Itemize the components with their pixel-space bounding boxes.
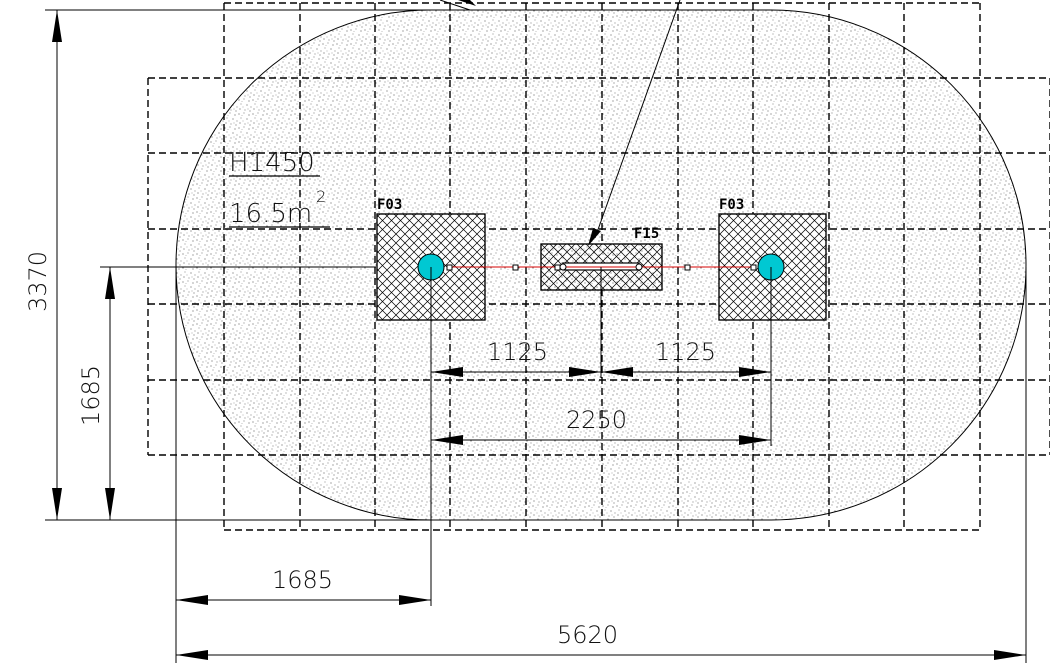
total-width-value: 5620 — [557, 621, 618, 649]
area-superscript: 2 — [316, 187, 326, 206]
dashed-grid — [147, 2, 1050, 531]
left-offset-value: 1685 — [272, 566, 333, 594]
center-span-arrow-left — [431, 435, 463, 445]
left-half-span-value: 1125 — [487, 338, 548, 366]
right-half-span-value: 1125 — [655, 338, 716, 366]
left-half-arrow-right — [569, 367, 601, 377]
total-width-arrow-left — [176, 650, 208, 660]
total-width-arrow-right — [994, 650, 1026, 660]
half-height-value: 1685 — [77, 365, 105, 426]
total-height-arrow-bottom — [52, 488, 62, 520]
top-arrowhead — [458, 0, 476, 6]
right-half-arrow-left — [601, 367, 633, 377]
left-half-arrow-left — [431, 367, 463, 377]
left-offset-arrow-right — [399, 595, 431, 605]
total-height-value: 3370 — [24, 251, 52, 312]
connection-line — [446, 263, 757, 271]
center-part-tag: F15 — [634, 226, 659, 242]
right-half-arrow-right — [739, 367, 771, 377]
dimension-left-offset — [176, 267, 432, 606]
total-height-arrow-top — [52, 10, 62, 42]
leader-lines — [439, 0, 681, 239]
center-span-value: 2250 — [566, 406, 627, 434]
area-label: 16.5m — [229, 199, 312, 229]
right-foundation-tag: F03 — [719, 197, 744, 213]
left-foundation-tag: F03 — [377, 197, 402, 213]
dimension-total-height — [45, 9, 431, 521]
dimension-half-height — [100, 266, 376, 520]
half-height-arrow-top — [105, 267, 115, 299]
height-label: H1450 — [229, 148, 315, 178]
dimension-center-span — [431, 267, 772, 446]
half-height-arrow-bottom — [105, 488, 115, 520]
leader-arrowhead — [588, 228, 601, 246]
center-span-arrow-right — [739, 435, 771, 445]
left-offset-arrow-left — [176, 595, 208, 605]
dimension-total-width — [175, 267, 1027, 663]
